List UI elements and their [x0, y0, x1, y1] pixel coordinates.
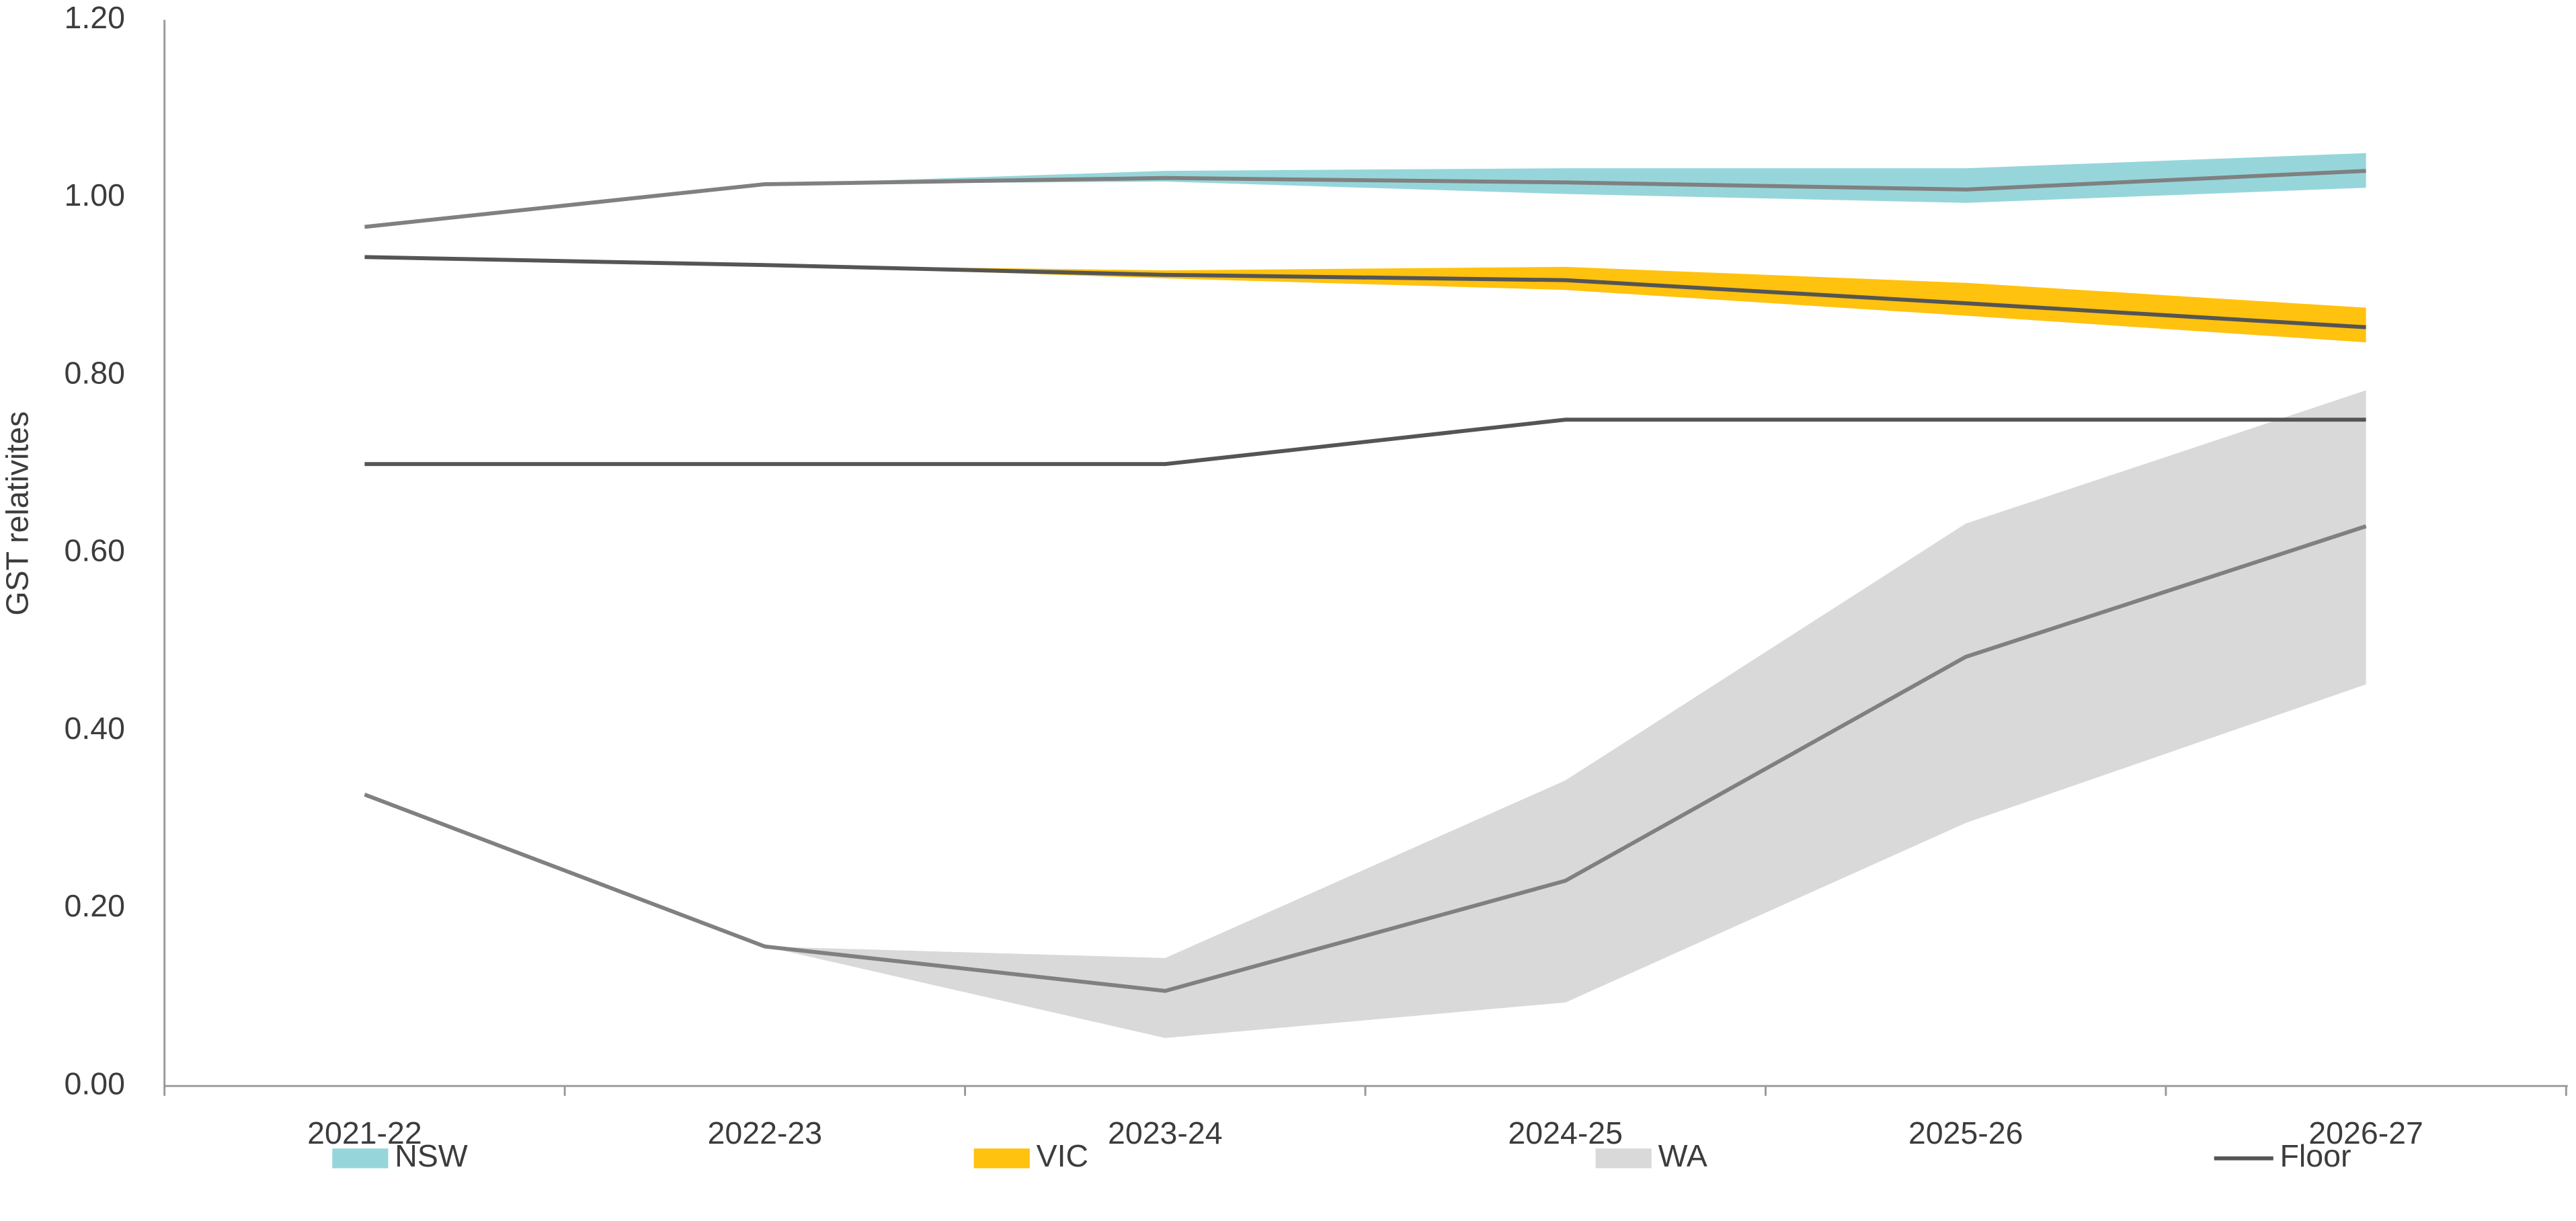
legend-label: NSW	[395, 1138, 468, 1173]
series-line	[364, 169, 2366, 229]
x-tick-label: 2026-27	[2308, 1115, 2423, 1150]
x-tick-label: 2024-25	[1508, 1115, 1623, 1150]
y-tick-label: 0.40	[64, 711, 124, 746]
series-line	[364, 524, 2367, 993]
x-tick-label: 2022-23	[708, 1115, 823, 1150]
range-band	[764, 153, 2366, 203]
y-tick-label: 0.60	[64, 533, 124, 568]
legend-swatch	[1595, 1148, 1652, 1169]
x-tick-label: 2025-26	[1908, 1115, 2023, 1150]
legend-swatch	[332, 1148, 389, 1169]
y-tick-label: 0.00	[64, 1066, 124, 1101]
range-band	[764, 390, 2366, 1038]
y-tick-label: 1.00	[64, 178, 124, 212]
y-axis-label: GST relativites	[0, 411, 35, 616]
series-line	[364, 255, 2366, 329]
legend-label: WA	[1658, 1138, 1707, 1173]
y-tick-label: 1.20	[64, 0, 124, 35]
legend-swatch	[973, 1148, 1030, 1169]
series-line	[364, 418, 2366, 467]
legend-label: Floor	[2280, 1138, 2351, 1173]
range-band	[764, 265, 2366, 343]
x-tick-label: 2021-22	[307, 1115, 422, 1150]
legend-label: VIC	[1037, 1138, 1088, 1173]
x-tick-label: 2023-24	[1108, 1115, 1223, 1150]
y-tick-label: 0.80	[64, 355, 124, 390]
y-tick-label: 0.20	[64, 888, 124, 923]
